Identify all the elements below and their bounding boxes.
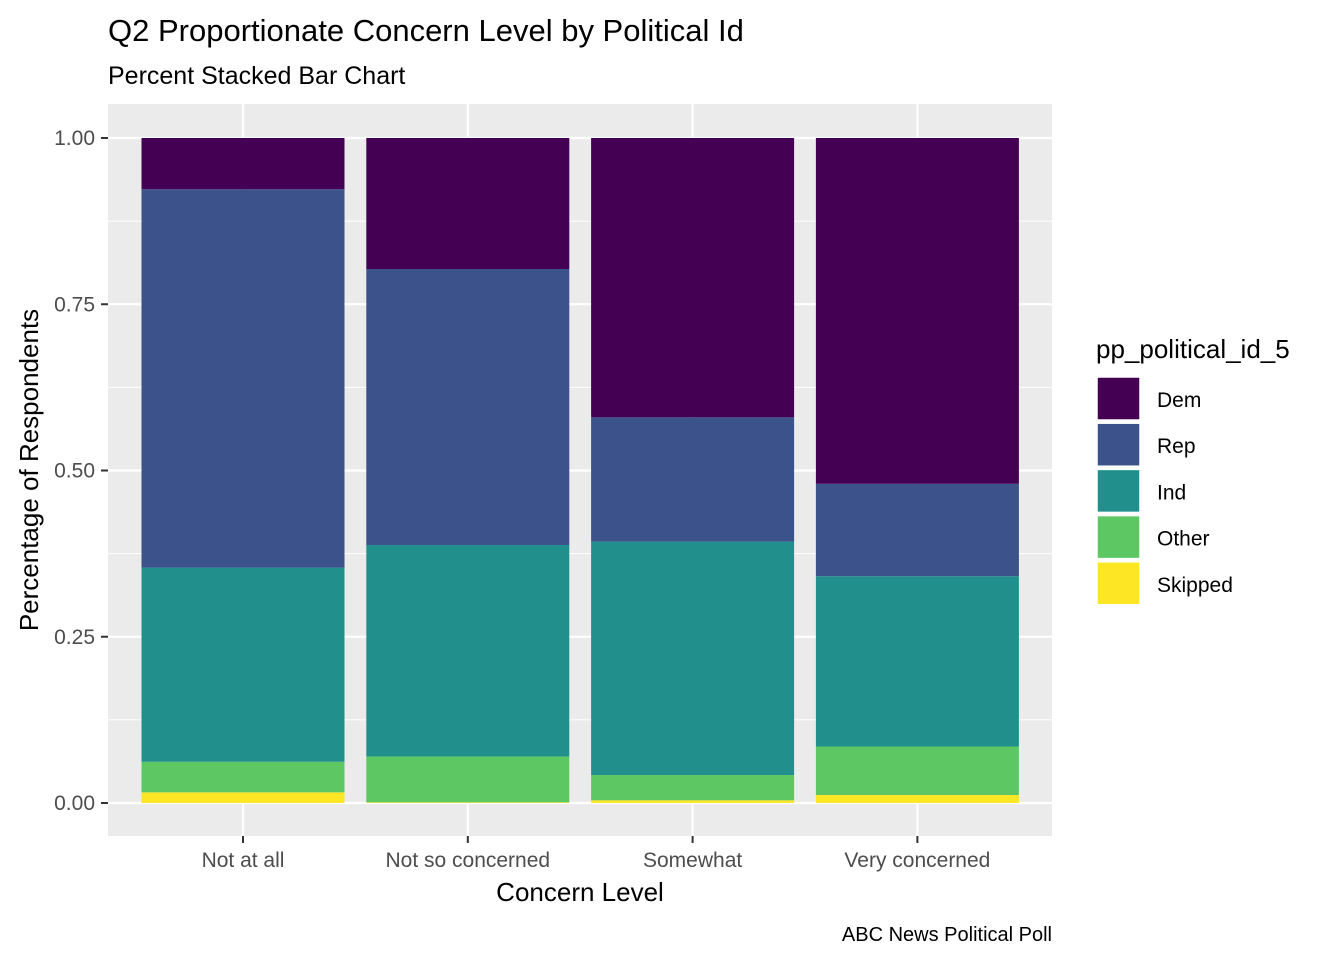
bar-dem: Not at all – Dem: 0.077	[141, 138, 345, 190]
legend-title: pp_political_id_5	[1096, 334, 1290, 364]
bar-dem: Very concerned – Dem: 0.52	[815, 138, 1019, 484]
bar-ind: Not so concerned – Ind: 0.318	[366, 544, 570, 757]
bar-skipped: Somewhat – Skipped: 0.004	[591, 800, 795, 803]
legend-key-dem	[1096, 376, 1141, 421]
chart-subtitle: Percent Stacked Bar Chart	[108, 62, 405, 90]
legend-label: Dem	[1157, 389, 1201, 412]
y-tick-label: 1.00	[54, 127, 95, 150]
y-tick-label: 0.75	[54, 293, 95, 316]
bars: Not at all – Skipped: 0.016Not at all – …	[141, 138, 1019, 803]
legend-key-ind	[1096, 468, 1141, 514]
bar-other: Somewhat – Other: 0.038	[591, 775, 795, 801]
legend: pp_political_id_5 Dem Rep Ind Other Skipped	[1096, 334, 1290, 606]
bar-rep: Very concerned – Rep: 0.139	[815, 483, 1019, 577]
bar-dem: Not so concerned – Dem: 0.197	[366, 138, 570, 270]
bar-other: Very concerned – Other: 0.073	[815, 746, 1019, 796]
bar-skipped: Not at all – Skipped: 0.016	[141, 792, 345, 803]
x-tick-label: Not so concerned	[385, 849, 550, 872]
x-tick-label: Very concerned	[844, 849, 990, 872]
y-tick-label: 0.00	[54, 792, 95, 815]
legend-label: Other	[1157, 528, 1210, 551]
bar-rep: Not so concerned – Rep: 0.415	[366, 269, 570, 545]
legend-key-rep	[1096, 422, 1141, 467]
y-axis: 0.00 0.25 0.50 0.75 1.00	[54, 127, 108, 815]
bar-other: Not so concerned – Other: 0.069	[366, 756, 570, 803]
chart-title: Q2 Proportionate Concern Level by Politi…	[108, 13, 744, 48]
bar-ind: Very concerned – Ind: 0.256	[815, 576, 1019, 747]
legend-label: Skipped	[1157, 574, 1233, 597]
legend-key-skipped	[1096, 561, 1141, 606]
bar-skipped: Not so concerned – Skipped: 0.001	[366, 802, 570, 803]
bar-rep: Not at all – Rep: 0.569	[141, 189, 345, 568]
bar-other: Not at all – Other: 0.046	[141, 761, 345, 793]
y-axis-title: Percentage of Respondents	[14, 309, 44, 631]
legend-key-other	[1096, 514, 1141, 560]
y-tick-label: 0.25	[54, 626, 95, 649]
bar-dem: Somewhat – Dem: 0.42	[591, 138, 795, 418]
chart-caption: ABC News Political Poll	[842, 924, 1052, 946]
bar-skipped: Very concerned – Skipped: 0.012	[815, 795, 1019, 803]
legend-label: Rep	[1157, 435, 1196, 458]
y-tick-label: 0.50	[54, 460, 95, 483]
bar-ind: Not at all – Ind: 0.292	[141, 567, 345, 762]
legend-items: Dem Rep Ind Other Skipped	[1096, 376, 1233, 606]
bar-rep: Somewhat – Rep: 0.187	[591, 417, 795, 542]
x-axis: Not at all Not so concerned Somewhat Very c…	[202, 836, 990, 872]
x-tick-label: Not at all	[202, 849, 285, 872]
x-tick-label: Somewhat	[643, 849, 742, 872]
x-axis-title: Concern Level	[496, 877, 664, 907]
legend-label: Ind	[1157, 481, 1186, 504]
bar-ind: Somewhat – Ind: 0.351	[591, 541, 795, 776]
